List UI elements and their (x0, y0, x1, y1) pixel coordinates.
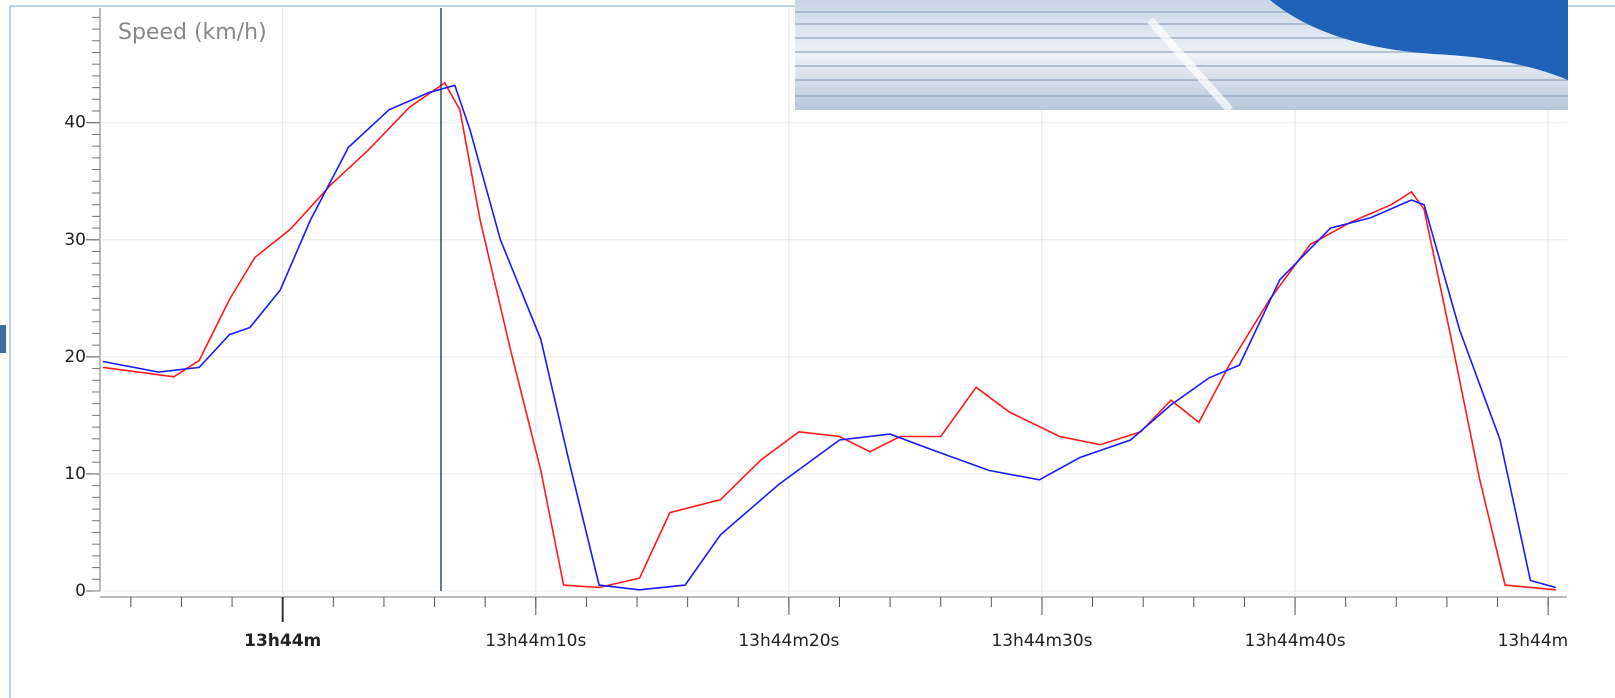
y-tick-label: 30 (64, 230, 86, 250)
x-tick-label: 13h44m10s (485, 631, 586, 651)
y-tick-label: 10 (64, 464, 86, 484)
x-tick-label: 13h44m20s (738, 631, 839, 651)
x-tick-label: 13h44m (244, 631, 321, 651)
x-tick-label: 13h44m50s (1498, 631, 1599, 651)
x-tick-label: 13h44m30s (991, 631, 1092, 651)
chart-title: Speed (km/h) (118, 20, 267, 45)
y-tick-label: 40 (64, 113, 86, 133)
photo-overlay (795, 0, 1568, 113)
speed-line (102, 84, 1556, 591)
x-tick-labels: 13h44m 13h44m10s 13h44m20s 13h44m30s 13h44m4… (244, 631, 1599, 651)
splitter-handle[interactable] (0, 325, 6, 353)
x-tick-label: 13h44m40s (1245, 631, 1346, 651)
y-tick-label: 0 (75, 581, 86, 601)
y-tick-label: 20 (64, 347, 86, 367)
